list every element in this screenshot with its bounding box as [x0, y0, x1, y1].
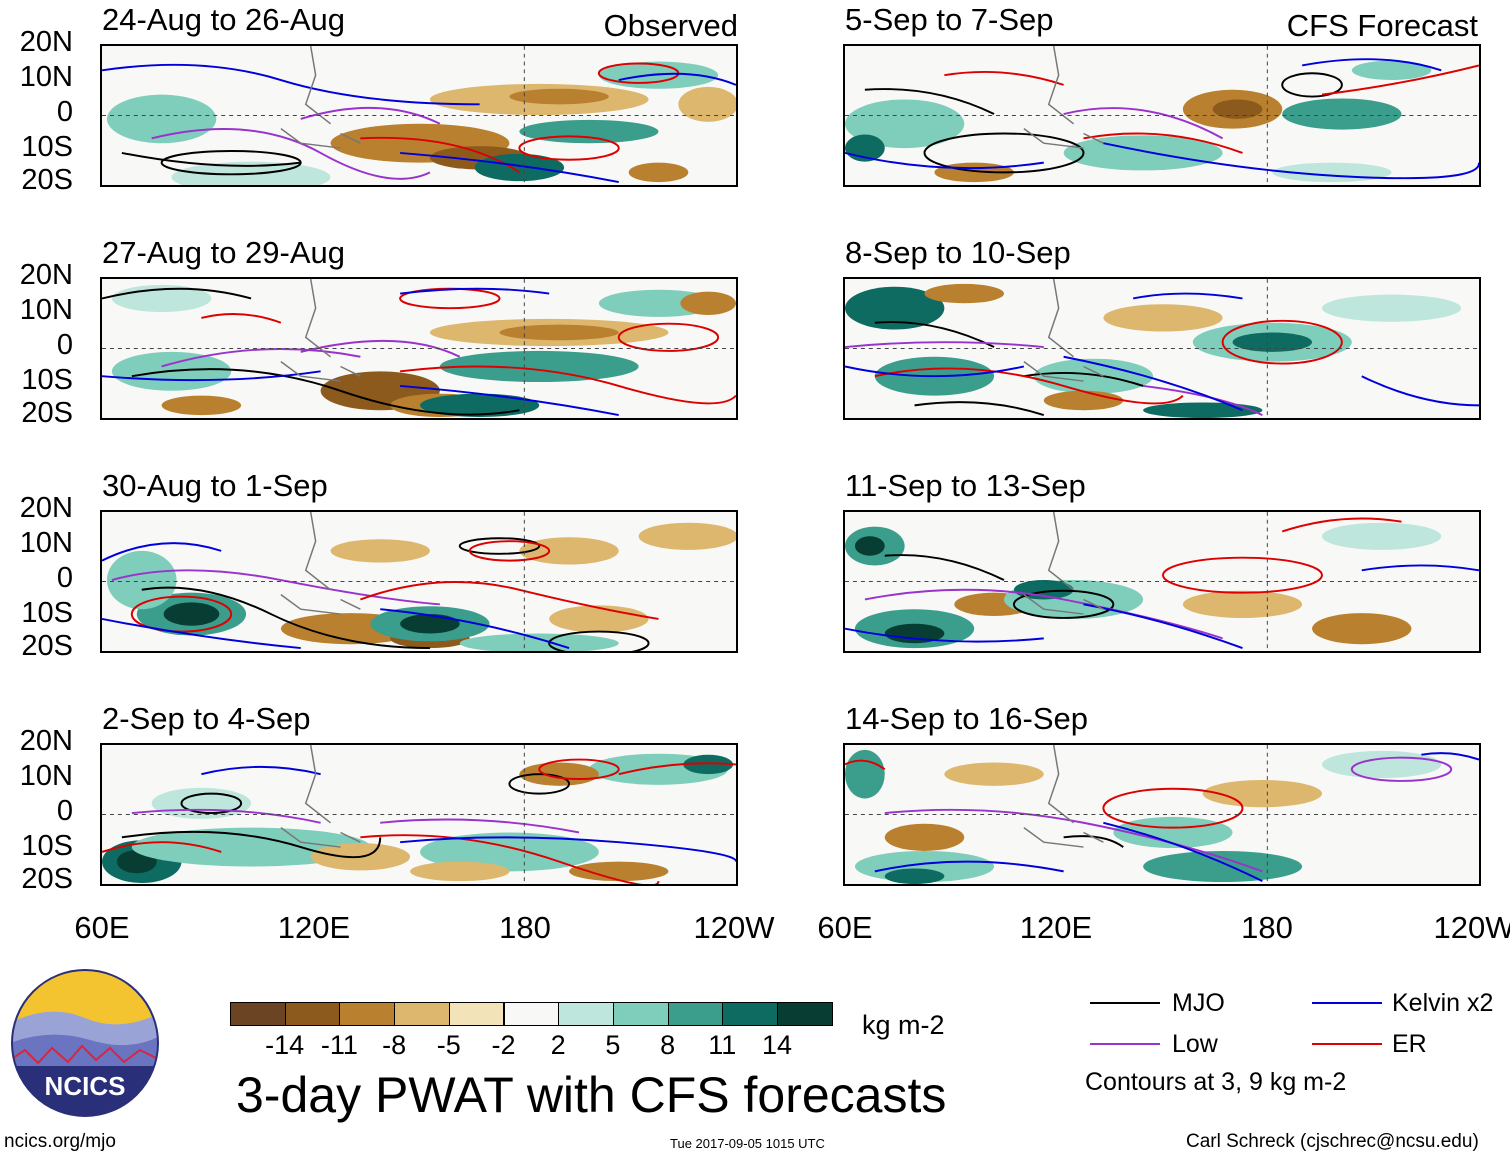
main-title: 3-day PWAT with CFS forecasts: [236, 1067, 947, 1123]
panel-title-right-1: 5-Sep to 7-Sep: [845, 2, 1054, 37]
lat-label-3-4: 10S: [21, 597, 73, 629]
map-field: [845, 512, 1479, 651]
footer-credit: Carl Schreck (cjschrec@ncsu.edu): [1186, 1131, 1479, 1152]
lat-label-3-1: 20N: [19, 492, 73, 524]
colorbar-label-2: -11: [320, 1030, 358, 1060]
legend-swatch-kelvin: [1312, 1002, 1382, 1004]
lat-label-1-1: 20N: [19, 26, 73, 58]
lat-label-3-3: 0: [56, 562, 73, 594]
footer-url[interactable]: ncics.org/mjo: [4, 1131, 116, 1152]
map-field: [845, 279, 1479, 418]
lat-label-3-5: 20S: [21, 630, 73, 662]
legend-label-low: Low: [1172, 1030, 1218, 1058]
colorbar-box-11: [777, 1002, 833, 1026]
map-field: [102, 512, 736, 651]
lat-label-2-1: 20N: [19, 259, 73, 291]
lat-label-1-5: 20S: [21, 164, 73, 196]
colorbar-box-3: [339, 1002, 396, 1026]
colorbar-label-10: 14: [761, 1030, 793, 1060]
lat-label-4-1: 20N: [19, 725, 73, 757]
map-panel-right-1: [843, 44, 1481, 187]
colorbar-label-9: 11: [708, 1030, 737, 1060]
legend-label-mjo: MJO: [1172, 989, 1225, 1017]
lon-label-right-120e: 120E: [1019, 910, 1093, 945]
legend-note: Contours at 3, 9 kg m-2: [1085, 1068, 1347, 1096]
lat-label-2-4: 10S: [21, 364, 73, 396]
panel-title-right-2: 8-Sep to 10-Sep: [845, 235, 1071, 270]
legend-label-er: ER: [1392, 1030, 1427, 1058]
map-field: [102, 745, 736, 884]
lat-label-4-5: 20S: [21, 863, 73, 895]
panel-title-left-3: 30-Aug to 1-Sep: [102, 468, 328, 503]
lat-label-3-2: 10N: [19, 527, 73, 559]
lon-label-left-120w: 120W: [693, 910, 775, 945]
colorbar-box-5: [448, 1002, 505, 1026]
lon-label-left-60e: 60E: [74, 910, 130, 945]
lat-label-2-2: 10N: [19, 294, 73, 326]
footer-timestamp: Tue 2017-09-05 1015 UTC: [670, 1136, 825, 1151]
lon-label-right-180: 180: [1241, 910, 1293, 945]
lat-label-1-4: 10S: [21, 131, 73, 163]
panel-title-right-4: 14-Sep to 16-Sep: [845, 701, 1089, 736]
map-field: [845, 46, 1479, 185]
lat-label-2-3: 0: [56, 329, 73, 361]
legend-swatch-er: [1312, 1043, 1382, 1045]
lon-label-right-120w: 120W: [1433, 910, 1510, 945]
lat-label-1-3: 0: [56, 96, 73, 128]
colorbar-unit: kg m-2: [862, 1010, 945, 1040]
colorbar-label-7: 5: [605, 1030, 621, 1060]
map-panel-right-3: [843, 510, 1481, 653]
panel-title-left-2: 27-Aug to 29-Aug: [102, 235, 346, 270]
panel-title-right-3: 11-Sep to 13-Sep: [845, 468, 1086, 503]
colorbar-box-8: [612, 1002, 669, 1026]
panel-title-left-4: 2-Sep to 4-Sep: [102, 701, 311, 736]
colorbar-box-9: [667, 1002, 724, 1026]
map-panel-left-4: [100, 743, 738, 886]
lat-label-4-3: 0: [56, 795, 73, 827]
colorbar-box-10: [722, 1002, 778, 1026]
legend-swatch-low: [1090, 1043, 1160, 1045]
colorbar-label-6: 2: [550, 1030, 566, 1060]
colorbar-label-8: 8: [660, 1030, 676, 1060]
colorbar-label-5: -2: [491, 1030, 516, 1060]
map-panel-right-2: [843, 277, 1481, 420]
lat-label-4-2: 10N: [19, 760, 73, 792]
map-field: [102, 279, 736, 418]
logo-text: NCICS: [45, 1071, 126, 1101]
colorbar-label-1: -14: [265, 1030, 305, 1060]
colorbar-label-3: -8: [382, 1030, 407, 1060]
lon-label-left-120e: 120E: [277, 910, 351, 945]
map-field: [102, 46, 736, 185]
cfs-forecast-label: CFS Forecast: [1286, 8, 1478, 43]
lon-label-left-180: 180: [499, 910, 551, 945]
map-panel-right-4: [843, 743, 1481, 886]
legend-swatch-mjo: [1090, 1002, 1160, 1004]
colorbar-box-2: [284, 1002, 341, 1026]
lat-label-1-2: 10N: [19, 61, 73, 93]
colorbar-box-4: [394, 1002, 450, 1026]
ncics-logo: NCICS: [10, 968, 160, 1118]
map-panel-left-3: [100, 510, 738, 653]
lon-label-right-60e: 60E: [817, 910, 873, 945]
panel-title-left-1: 24-Aug to 26-Aug: [102, 2, 346, 37]
colorbar-box-7: [558, 1002, 614, 1026]
lat-label-2-5: 20S: [21, 397, 73, 429]
colorbar-box-1: [230, 1002, 286, 1026]
observed-label: Observed: [603, 8, 738, 43]
map-field: [845, 745, 1479, 884]
legend-label-kelvin: Kelvin x2: [1392, 989, 1494, 1017]
map-panel-left-2: [100, 277, 738, 420]
colorbar-label-4: -5: [436, 1030, 461, 1060]
lat-label-4-4: 10S: [21, 830, 73, 862]
map-panel-left-1: [100, 44, 738, 187]
colorbar-box-6: [503, 1002, 560, 1026]
